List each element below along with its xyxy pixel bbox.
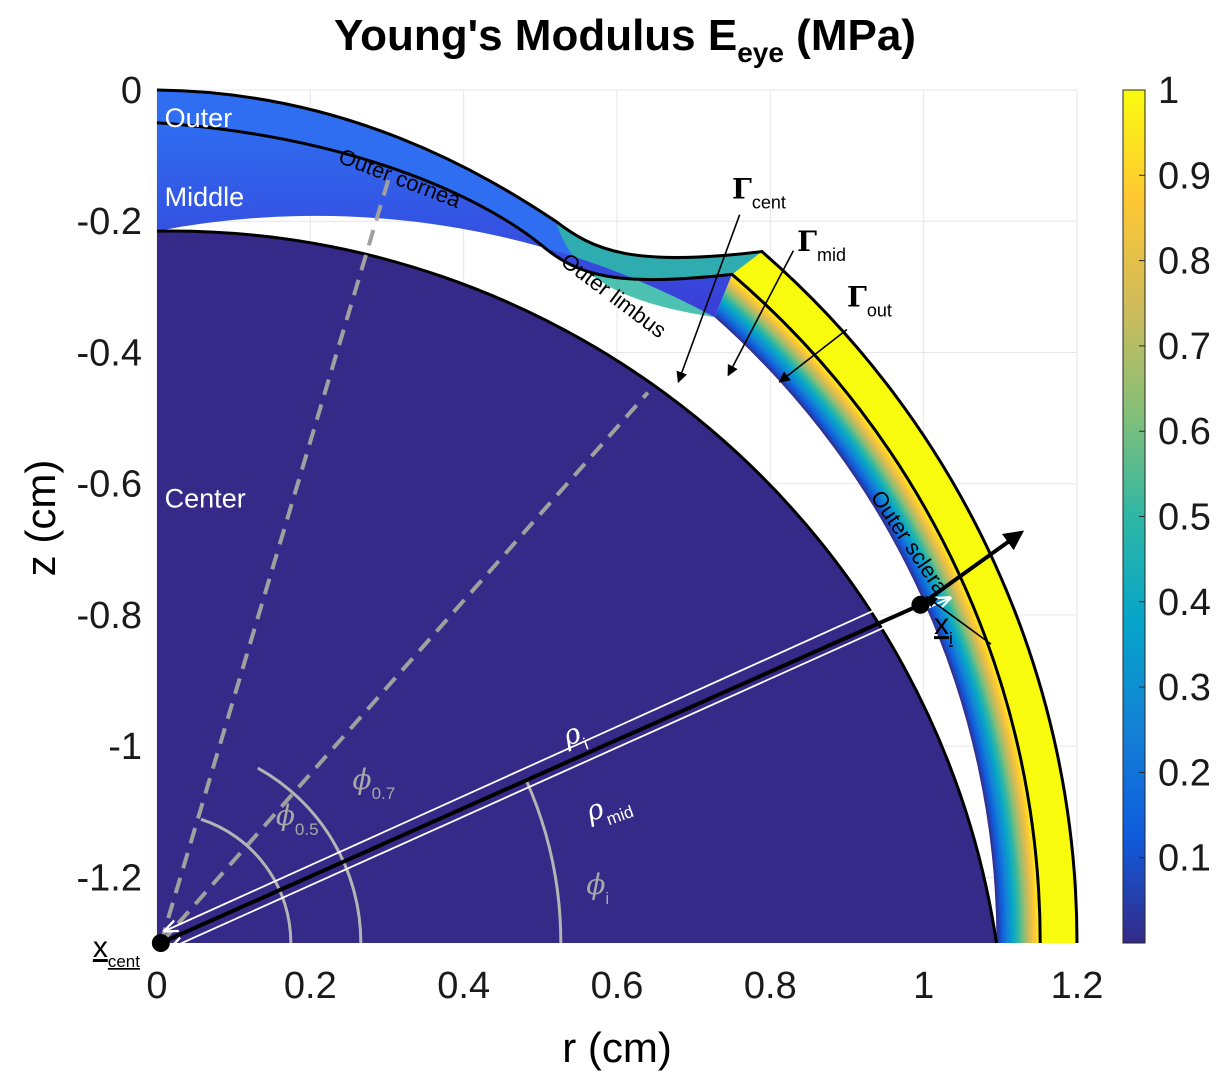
colorbar-tick-label: 1 <box>1158 70 1179 112</box>
y-tick-label: -1 <box>108 726 142 768</box>
y-tick-label: 0 <box>121 70 142 112</box>
x-tick-label: 0.4 <box>437 965 490 1007</box>
gamma-label-mid: Γmid <box>797 225 846 265</box>
y-axis-ticks: 0 -0.2 -0.4 -0.6 -0.8 -1 -1.2 <box>77 70 142 899</box>
colorbar-tick-label: 0.5 <box>1158 497 1211 539</box>
y-axis-label: z (cm) <box>17 460 64 577</box>
x-cent-point <box>151 934 170 952</box>
cornea-outer-layer <box>157 90 762 280</box>
gamma-label-cent: Γcent <box>732 172 786 212</box>
x-axis-label: r (cm) <box>562 1024 672 1071</box>
point-label-i: xi <box>934 608 953 648</box>
y-tick-label: -0.2 <box>77 201 142 243</box>
angle-label-0-7: ϕ0.7 <box>353 763 396 803</box>
region-label-center: Center <box>165 484 246 514</box>
chart-title-suffix: (MPa) <box>784 11 916 60</box>
region-label-middle: Middle <box>165 182 245 212</box>
x-tick-label: 1 <box>913 965 934 1007</box>
boundary-gamma-mid <box>156 121 1042 944</box>
colorbar-tick-label: 0.9 <box>1158 155 1211 197</box>
rho-mid-arrow <box>171 598 950 948</box>
colorbar-tick-label: 0.6 <box>1158 411 1211 453</box>
colorbar: 1 0.9 0.8 0.7 0.6 0.5 0.4 0.3 0.2 0.1 <box>1122 70 1211 944</box>
x-tick-label: 0.6 <box>591 965 644 1007</box>
x-tick-label: 0.2 <box>284 965 337 1007</box>
colorbar-tick-label: 0.7 <box>1158 326 1211 368</box>
y-tick-label: -1.2 <box>77 857 142 899</box>
y-tick-label: -0.4 <box>77 332 142 374</box>
colorbar-tick-label: 0.4 <box>1158 582 1211 624</box>
center-edge <box>157 231 159 943</box>
boundary-gamma-out <box>156 88 1079 944</box>
point-label-cent: xcent <box>93 931 140 971</box>
sclera-middle-layer <box>714 274 1041 943</box>
chart-title: Young's Modulus Eeye (MPa) <box>334 11 916 68</box>
x-tick-label: 1.2 <box>1051 965 1104 1007</box>
x-i-point <box>911 595 930 614</box>
colorbar-tick-label: 0.1 <box>1158 838 1211 880</box>
x-axis-ticks: 0 0.2 0.4 0.6 0.8 1 1.2 <box>146 965 1103 1007</box>
x-i-pointer <box>925 596 992 645</box>
angle-label-i: ϕi <box>586 868 609 908</box>
gamma-arrow-cent <box>676 214 741 384</box>
guide-lines <box>151 88 1079 952</box>
normal-arrow <box>919 530 1025 607</box>
cornea-middle-layer <box>157 122 732 318</box>
chart-title-subscript: eye <box>737 37 784 68</box>
y-tick-label: -0.8 <box>77 595 142 637</box>
colorbar-tick-label: 0.8 <box>1158 241 1211 283</box>
gamma-arrow-mid <box>727 250 795 377</box>
x-tick-label: 0.8 <box>744 965 797 1007</box>
colorbar-tick-label: 0.3 <box>1158 667 1211 709</box>
y-tick-label: -0.6 <box>77 464 142 506</box>
colorbar-tick-label: 0.2 <box>1158 752 1211 794</box>
gamma-label-out: Γout <box>847 281 892 321</box>
colorbar-ticks: 1 0.9 0.8 0.7 0.6 0.5 0.4 0.3 0.2 0.1 <box>1139 70 1211 880</box>
gamma-arrow-out <box>778 328 848 383</box>
x-tick-label: 0 <box>146 965 167 1007</box>
region-label-outer: Outer <box>165 103 233 133</box>
angle-label-0-5: ϕ0.5 <box>276 799 319 839</box>
